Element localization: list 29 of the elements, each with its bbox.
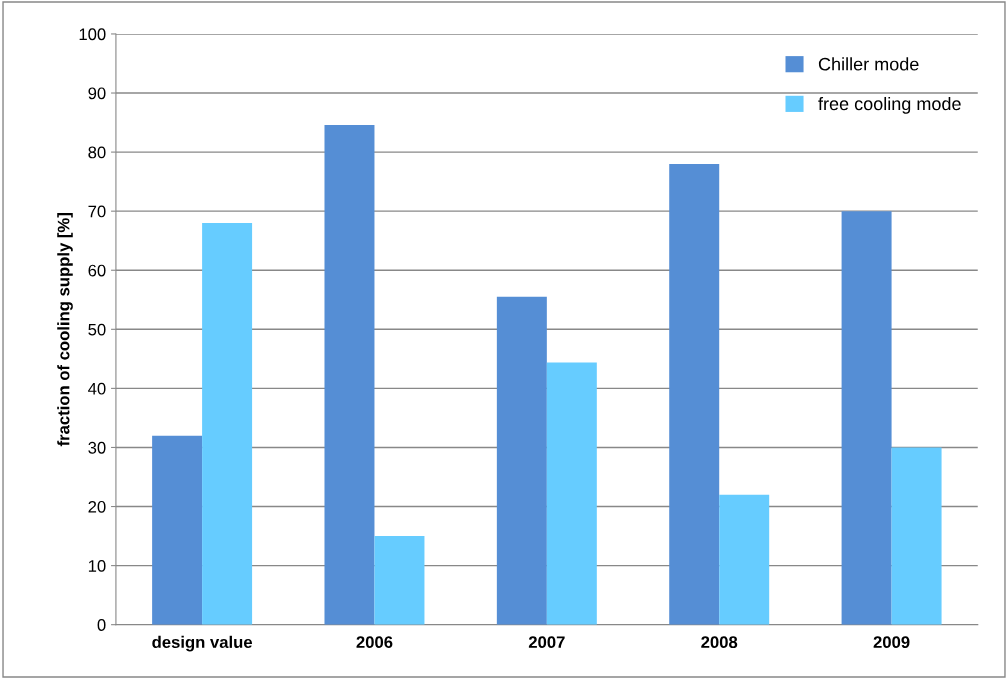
bar [546,362,597,625]
bar [669,163,720,625]
y-tick-label: 30 [88,441,106,454]
bar [496,296,547,625]
bar [891,447,942,625]
y-tick-label: 40 [88,382,106,395]
y-tick-label: 60 [88,264,106,277]
x-tick-label: 2009 [873,636,910,649]
y-axis-title: fraction of cooling supply [%] [57,213,73,447]
y-tick-label: 70 [88,205,106,218]
bar [202,222,253,625]
x-tick-label: 2006 [356,636,393,649]
y-tick-label: 100 [79,28,106,41]
x-tick-label: 2007 [528,636,565,649]
bar [841,211,892,625]
x-tick-label: 2008 [701,636,738,649]
legend-label: Chiller mode [818,57,919,71]
y-tick-label: 90 [88,87,106,100]
bar [374,536,425,625]
y-tick-label: 10 [88,560,106,572]
x-tick-label: design value [152,635,253,652]
y-tick-label: 80 [88,146,106,159]
bar [719,494,770,625]
y-tick-label: 50 [88,323,106,336]
legend-label: free cooling mode [818,96,961,114]
bar [324,124,375,625]
y-tick-label: 0 [97,619,106,631]
bar [152,435,203,625]
y-tick-label: 20 [88,500,106,513]
